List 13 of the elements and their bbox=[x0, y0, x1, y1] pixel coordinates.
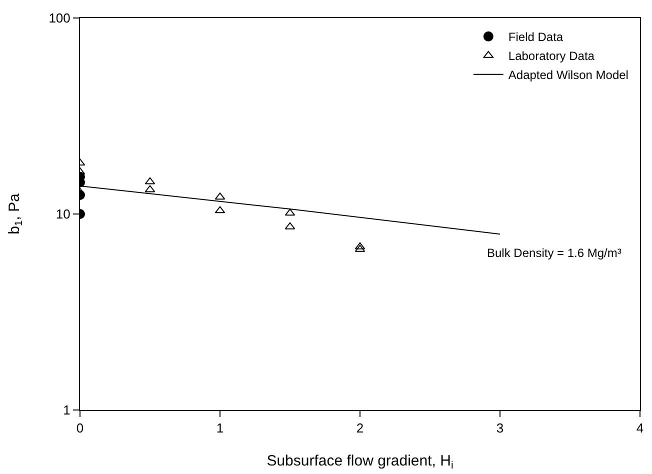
x-tick-label: 0 bbox=[76, 420, 84, 436]
x-tick-label: 2 bbox=[356, 420, 364, 436]
y-tick-label: 10 bbox=[56, 206, 70, 222]
legend-label: Laboratory Data bbox=[508, 49, 595, 64]
x-tick-label: 1 bbox=[216, 420, 224, 436]
y-tick-label: 1 bbox=[63, 402, 70, 418]
x-axis-title: Subsurface flow gradient, H$_{i}$ bbox=[266, 452, 454, 472]
y-tick-label: 100 bbox=[48, 10, 70, 26]
annotation: Bulk Density = 1.6 Mg/m³ bbox=[487, 246, 622, 260]
legend-label: Field Data bbox=[508, 30, 564, 44]
x-tick-label: 3 bbox=[496, 420, 504, 436]
x-tick-label: 4 bbox=[636, 420, 644, 436]
legend-label: Adapted Wilson Model bbox=[508, 68, 628, 82]
